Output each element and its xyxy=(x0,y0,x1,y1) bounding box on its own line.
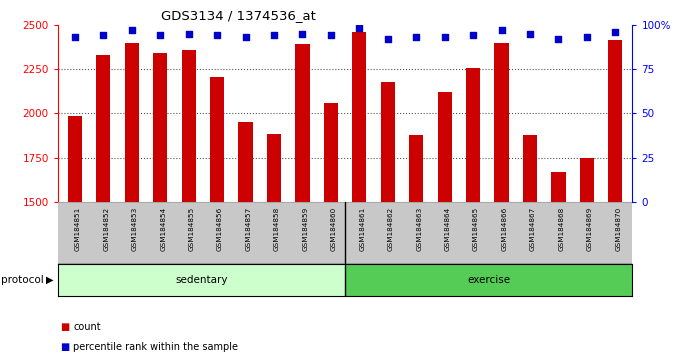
Point xyxy=(524,31,535,36)
Point xyxy=(581,34,592,40)
Bar xyxy=(523,135,537,202)
Text: percentile rank within the sample: percentile rank within the sample xyxy=(73,342,239,352)
Point xyxy=(269,33,279,38)
Text: GSM184852: GSM184852 xyxy=(103,207,109,251)
Text: GDS3134 / 1374536_at: GDS3134 / 1374536_at xyxy=(160,9,316,22)
Bar xyxy=(466,68,480,202)
Text: GSM184863: GSM184863 xyxy=(416,207,422,251)
Bar xyxy=(210,77,224,202)
Text: ▶: ▶ xyxy=(46,275,54,285)
Point xyxy=(610,29,621,35)
Text: ■: ■ xyxy=(60,342,69,352)
Text: GSM184851: GSM184851 xyxy=(75,207,81,251)
Text: count: count xyxy=(73,322,101,332)
Bar xyxy=(551,172,566,202)
Bar xyxy=(324,103,338,202)
Point xyxy=(326,33,337,38)
Bar xyxy=(68,116,82,202)
Bar xyxy=(153,53,167,202)
Text: GSM184861: GSM184861 xyxy=(359,207,365,251)
Point xyxy=(439,34,450,40)
Text: GSM184860: GSM184860 xyxy=(331,207,337,251)
Text: GSM184859: GSM184859 xyxy=(303,207,309,251)
Text: GSM184862: GSM184862 xyxy=(388,207,394,251)
Text: ■: ■ xyxy=(60,322,69,332)
Point xyxy=(354,25,364,31)
Text: GSM184853: GSM184853 xyxy=(132,207,138,251)
Text: GSM184868: GSM184868 xyxy=(558,207,564,251)
Point xyxy=(183,31,194,36)
Point xyxy=(98,33,109,38)
Text: GSM184869: GSM184869 xyxy=(587,207,593,251)
Bar xyxy=(494,44,509,202)
Text: GSM184864: GSM184864 xyxy=(445,207,451,251)
Text: exercise: exercise xyxy=(467,275,510,285)
Point xyxy=(496,27,507,33)
Bar xyxy=(608,40,622,202)
Bar xyxy=(437,92,452,202)
Bar xyxy=(295,44,309,202)
Point xyxy=(69,34,80,40)
Text: GSM184858: GSM184858 xyxy=(274,207,280,251)
Text: GSM184857: GSM184857 xyxy=(245,207,252,251)
Text: GSM184866: GSM184866 xyxy=(502,207,507,251)
Point xyxy=(468,33,479,38)
Point xyxy=(126,27,137,33)
Bar xyxy=(239,122,253,202)
Bar xyxy=(96,55,110,202)
Text: GSM184865: GSM184865 xyxy=(473,207,479,251)
Point xyxy=(382,36,393,42)
Bar xyxy=(58,264,345,296)
Text: protocol: protocol xyxy=(1,275,44,285)
Bar xyxy=(124,44,139,202)
Point xyxy=(211,33,222,38)
Text: GSM184870: GSM184870 xyxy=(615,207,622,251)
Text: sedentary: sedentary xyxy=(175,275,228,285)
Point xyxy=(553,36,564,42)
Point xyxy=(240,34,251,40)
Bar xyxy=(267,134,281,202)
Point xyxy=(411,34,422,40)
Bar xyxy=(381,82,395,202)
Bar xyxy=(409,135,424,202)
Bar xyxy=(345,264,632,296)
Text: GSM184854: GSM184854 xyxy=(160,207,166,251)
Text: GSM184856: GSM184856 xyxy=(217,207,223,251)
Text: GSM184867: GSM184867 xyxy=(530,207,536,251)
Bar xyxy=(580,159,594,202)
Text: GSM184855: GSM184855 xyxy=(188,207,194,251)
Point xyxy=(297,31,308,36)
Bar xyxy=(182,50,196,202)
Point xyxy=(155,33,166,38)
Bar xyxy=(352,32,367,202)
